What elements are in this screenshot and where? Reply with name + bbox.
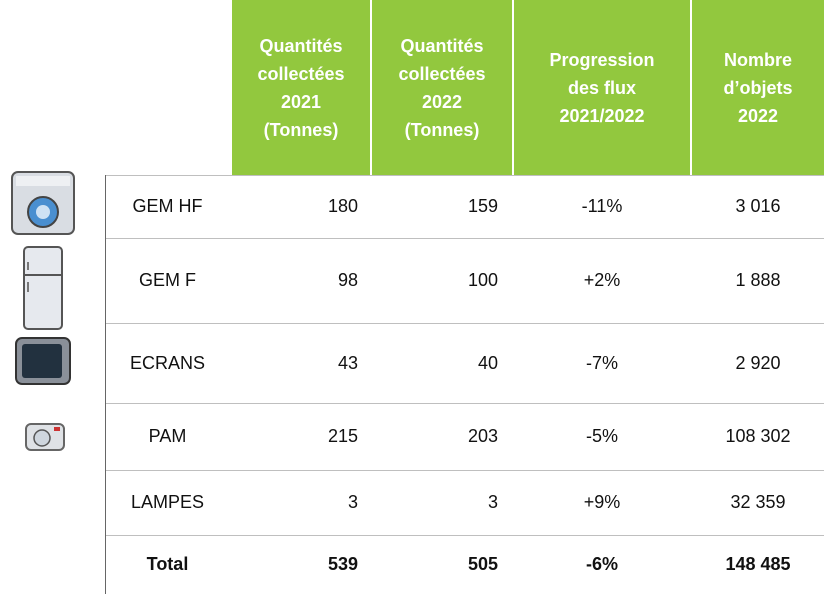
fridge-icon xyxy=(23,246,63,330)
cell: 3 xyxy=(347,492,358,512)
header-line: Quantités xyxy=(259,35,343,56)
header-line: 2021 xyxy=(280,91,322,112)
cell: 1 888 xyxy=(735,270,781,290)
header-cell: Nombre d’objets 2022 xyxy=(692,0,824,175)
row-border xyxy=(105,535,824,536)
cell: 98 xyxy=(337,270,358,290)
header-cell: Progression des flux 2021/2022 xyxy=(514,0,690,175)
tv-icon xyxy=(15,337,71,385)
cell: 108 302 xyxy=(725,426,791,446)
cell: 539 xyxy=(327,554,358,574)
header-line: (Tonnes) xyxy=(263,119,339,140)
header-line: 2022 xyxy=(421,91,463,112)
washing-machine-icon xyxy=(11,171,75,235)
cell: 505 xyxy=(467,554,498,574)
cell: 43 xyxy=(337,352,358,373)
row-border xyxy=(105,323,824,324)
header-line: collectées xyxy=(257,63,345,84)
row-border xyxy=(105,175,824,176)
header-line: d’objets xyxy=(723,77,793,98)
camera-icon xyxy=(25,423,65,451)
cell: 159 xyxy=(467,196,498,216)
cell: 148 485 xyxy=(725,554,791,574)
cell: GEM HF xyxy=(132,196,203,216)
row-border xyxy=(105,470,824,471)
header-line: Nombre xyxy=(723,49,792,70)
header-line: collectées xyxy=(398,63,486,84)
cell: 32 359 xyxy=(730,492,786,512)
cell: +2% xyxy=(583,270,621,290)
cell: 3 xyxy=(487,492,498,512)
cell: -5% xyxy=(585,426,618,446)
cell: +9% xyxy=(583,492,621,512)
header-cell: Quantités collectées 2022 (Tonnes) xyxy=(372,0,512,175)
header-line: Quantités xyxy=(400,35,484,56)
cell: -11% xyxy=(581,196,623,216)
cell: ECRANS xyxy=(129,352,205,373)
cell: -6% xyxy=(585,554,618,574)
cell: 180 xyxy=(327,196,358,216)
cell: Total xyxy=(146,554,189,574)
header-line: 2021/2022 xyxy=(559,105,645,126)
cell: 2 920 xyxy=(735,352,781,373)
header-line: Progression xyxy=(549,49,655,70)
column-border xyxy=(105,175,106,594)
header-line: des flux xyxy=(567,77,637,98)
header-line: 2022 xyxy=(737,105,779,126)
header-line: (Tonnes) xyxy=(404,119,480,140)
cell: GEM F xyxy=(139,270,196,290)
cell: 215 xyxy=(327,426,358,446)
icons xyxy=(11,171,75,451)
row-border xyxy=(105,403,824,404)
row-border xyxy=(105,238,824,239)
cell: 203 xyxy=(467,426,498,446)
cell: PAM xyxy=(148,426,187,446)
cell: -7% xyxy=(585,352,618,373)
cell: 3 016 xyxy=(735,196,781,216)
cell: 40 xyxy=(477,352,498,373)
cell: LAMPES xyxy=(130,492,205,512)
header-cell: Quantités collectées 2021 (Tonnes) xyxy=(232,0,370,175)
cell: 100 xyxy=(467,270,498,290)
